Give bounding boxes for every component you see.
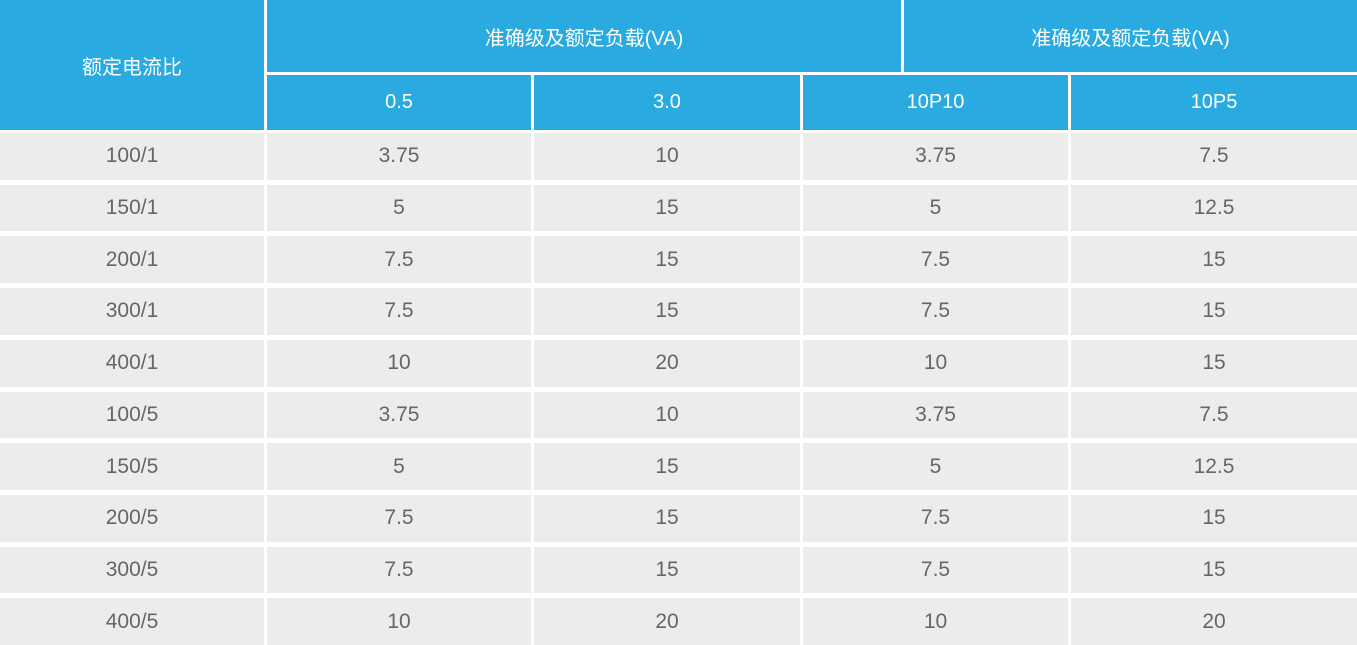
value-cell: 7.5 <box>803 236 1068 284</box>
value-cell: 15 <box>1071 546 1357 594</box>
value-cell: 7.5 <box>803 546 1068 594</box>
table-body: 100/1 3.75 10 3.75 7.5 150/1 5 15 5 12.5… <box>0 133 1357 645</box>
value-cell: 15 <box>534 184 800 232</box>
value-cell: 10 <box>267 598 531 645</box>
value-cell: 7.5 <box>267 236 531 284</box>
ratio-cell: 200/1 <box>0 236 264 284</box>
ratio-cell: 300/5 <box>0 546 264 594</box>
column-header-10p5: 10P5 <box>1071 75 1357 130</box>
ratio-cell: 150/5 <box>0 443 264 490</box>
table-row: 400/5 10 20 10 20 <box>0 598 1357 645</box>
value-cell: 5 <box>267 443 531 490</box>
value-cell: 3.75 <box>803 391 1068 439</box>
value-cell: 7.5 <box>267 494 531 542</box>
value-cell: 10 <box>803 598 1068 645</box>
sub-header-row: 0.5 3.0 10P10 10P5 <box>267 75 1357 130</box>
value-cell: 15 <box>534 494 800 542</box>
ratio-cell: 100/5 <box>0 391 264 439</box>
value-cell: 5 <box>803 443 1068 490</box>
value-cell: 15 <box>534 443 800 490</box>
table-row: 150/1 5 15 5 12.5 <box>0 184 1357 232</box>
value-cell: 15 <box>1071 236 1357 284</box>
ratio-cell: 200/5 <box>0 494 264 542</box>
value-cell: 10 <box>534 391 800 439</box>
value-cell: 15 <box>534 546 800 594</box>
table-row: 300/1 7.5 15 7.5 15 <box>0 288 1357 335</box>
value-cell: 15 <box>534 288 800 335</box>
ratio-cell: 100/1 <box>0 133 264 180</box>
value-cell: 7.5 <box>803 494 1068 542</box>
group-header-row: 准确级及额定负载(VA) 准确级及额定负载(VA) <box>267 0 1357 72</box>
table-row: 150/5 5 15 5 12.5 <box>0 443 1357 490</box>
table-row: 300/5 7.5 15 7.5 15 <box>0 546 1357 594</box>
ratio-cell: 400/1 <box>0 339 264 387</box>
value-cell: 10 <box>534 133 800 180</box>
value-cell: 15 <box>1071 494 1357 542</box>
value-cell: 10 <box>803 339 1068 387</box>
value-cell: 7.5 <box>803 288 1068 335</box>
value-cell: 12.5 <box>1071 184 1357 232</box>
group-header-accuracy-burden-1: 准确级及额定负载(VA) <box>267 0 901 72</box>
value-cell: 3.75 <box>803 133 1068 180</box>
value-cell: 15 <box>534 236 800 284</box>
table-header: 额定电流比 准确级及额定负载(VA) 准确级及额定负载(VA) 0.5 3.0 … <box>0 0 1357 130</box>
value-cell: 3.75 <box>267 391 531 439</box>
value-cell: 7.5 <box>267 288 531 335</box>
column-header-10p10: 10P10 <box>803 75 1068 130</box>
table-row: 100/1 3.75 10 3.75 7.5 <box>0 133 1357 180</box>
corner-header-rated-current-ratio: 额定电流比 <box>0 0 264 130</box>
value-cell: 20 <box>1071 598 1357 645</box>
value-cell: 10 <box>267 339 531 387</box>
value-cell: 12.5 <box>1071 443 1357 490</box>
column-header-3-0: 3.0 <box>534 75 800 130</box>
value-cell: 5 <box>267 184 531 232</box>
value-cell: 5 <box>803 184 1068 232</box>
value-cell: 20 <box>534 339 800 387</box>
table-row: 400/1 10 20 10 15 <box>0 339 1357 387</box>
value-cell: 20 <box>534 598 800 645</box>
table-row: 200/1 7.5 15 7.5 15 <box>0 236 1357 284</box>
header-right-section: 准确级及额定负载(VA) 准确级及额定负载(VA) 0.5 3.0 10P10 … <box>267 0 1357 130</box>
value-cell: 15 <box>1071 288 1357 335</box>
ratio-cell: 300/1 <box>0 288 264 335</box>
value-cell: 15 <box>1071 339 1357 387</box>
value-cell: 7.5 <box>1071 133 1357 180</box>
value-cell: 7.5 <box>267 546 531 594</box>
table-row: 200/5 7.5 15 7.5 15 <box>0 494 1357 542</box>
group-header-accuracy-burden-2: 准确级及额定负载(VA) <box>904 0 1357 72</box>
table-row: 100/5 3.75 10 3.75 7.5 <box>0 391 1357 439</box>
value-cell: 7.5 <box>1071 391 1357 439</box>
value-cell: 3.75 <box>267 133 531 180</box>
ratio-cell: 400/5 <box>0 598 264 645</box>
ratio-cell: 150/1 <box>0 184 264 232</box>
column-header-0-5: 0.5 <box>267 75 531 130</box>
